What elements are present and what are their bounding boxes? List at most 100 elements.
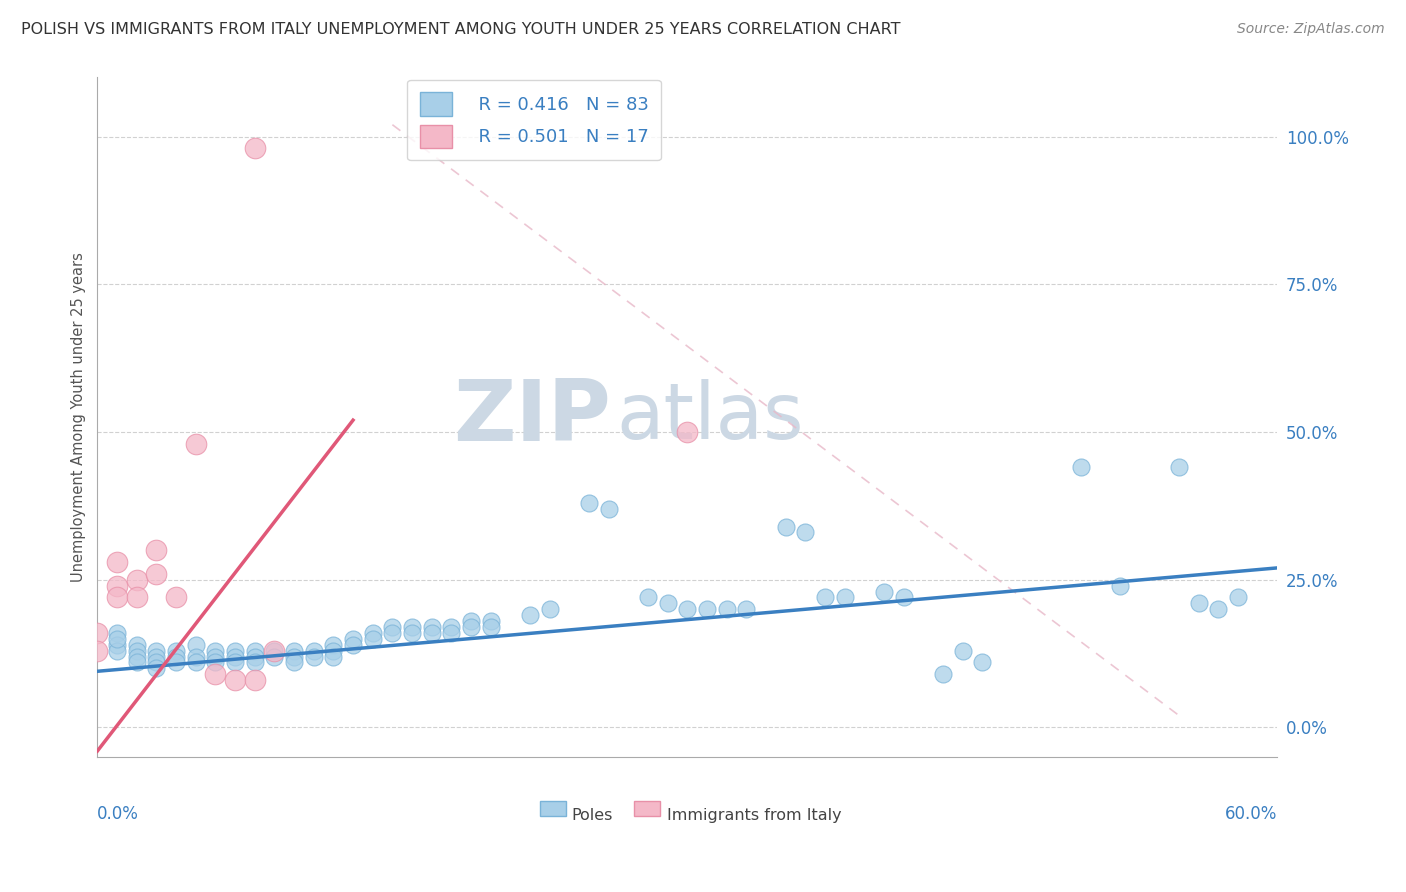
Point [834,591,856,605]
Point [165,656,187,670]
Point [125,573,148,587]
Point [125,591,148,605]
Point [243,656,266,670]
Point [105,632,128,646]
Point [243,673,266,688]
Point [401,626,423,640]
Point [716,602,738,616]
Point [105,591,128,605]
Point [125,638,148,652]
Point [145,649,167,664]
Point [243,141,266,155]
Point [224,673,246,688]
Point [735,602,758,616]
Point [460,620,482,634]
Point [165,591,187,605]
Point [657,596,679,610]
Text: 60.0%: 60.0% [1225,805,1278,822]
Point [420,626,443,640]
Point [125,649,148,664]
Point [440,620,463,634]
Point [184,638,207,652]
Point [105,579,128,593]
Point [479,614,502,628]
Point [676,602,699,616]
Point [814,591,837,605]
Text: 0.0%: 0.0% [97,805,139,822]
Point [361,626,384,640]
Point [204,656,226,670]
Y-axis label: Unemployment Among Youth under 25 years: Unemployment Among Youth under 25 years [72,252,86,582]
Point [263,649,285,664]
Point [538,602,561,616]
Point [165,649,187,664]
Point [637,591,659,605]
FancyBboxPatch shape [634,801,661,816]
Point [972,656,994,670]
Point [420,620,443,634]
Legend:   R = 0.416   N = 83,   R = 0.501   N = 17: R = 0.416 N = 83, R = 0.501 N = 17 [406,79,661,161]
Point [145,543,167,558]
Point [204,649,226,664]
Text: Source: ZipAtlas.com: Source: ZipAtlas.com [1237,22,1385,37]
Point [224,649,246,664]
Point [1109,579,1132,593]
Point [184,437,207,451]
Point [342,632,364,646]
Point [1188,596,1211,610]
Point [86,643,108,657]
Point [145,656,167,670]
Point [578,496,600,510]
Point [893,591,915,605]
Point [1070,460,1092,475]
Point [932,667,955,681]
Point [775,519,797,533]
Point [322,643,344,657]
Point [519,608,541,623]
Point [145,643,167,657]
Point [224,656,246,670]
Point [184,649,207,664]
Point [243,649,266,664]
Point [283,643,305,657]
Point [302,643,325,657]
Point [105,638,128,652]
Point [105,643,128,657]
Point [204,667,226,681]
Point [1227,591,1250,605]
Point [381,620,404,634]
Point [676,425,699,439]
Text: Immigrants from Italy: Immigrants from Italy [668,808,842,823]
Text: POLISH VS IMMIGRANTS FROM ITALY UNEMPLOYMENT AMONG YOUTH UNDER 25 YEARS CORRELAT: POLISH VS IMMIGRANTS FROM ITALY UNEMPLOY… [21,22,901,37]
Point [598,501,620,516]
Point [125,656,148,670]
Point [105,555,128,569]
Point [401,620,423,634]
Point [283,656,305,670]
Point [105,626,128,640]
Text: ZIP: ZIP [453,376,610,458]
Point [696,602,718,616]
Point [125,643,148,657]
Text: atlas: atlas [617,379,804,455]
Point [361,632,384,646]
Point [145,661,167,675]
Point [86,626,108,640]
Point [204,643,226,657]
Point [479,620,502,634]
Point [184,656,207,670]
Point [440,626,463,640]
Point [322,638,344,652]
Point [302,649,325,664]
Point [1168,460,1191,475]
Point [460,614,482,628]
Point [794,525,817,540]
Point [224,643,246,657]
Point [165,643,187,657]
FancyBboxPatch shape [540,801,565,816]
Point [243,643,266,657]
Point [1208,602,1230,616]
Point [952,643,974,657]
Point [145,566,167,581]
Point [263,643,285,657]
